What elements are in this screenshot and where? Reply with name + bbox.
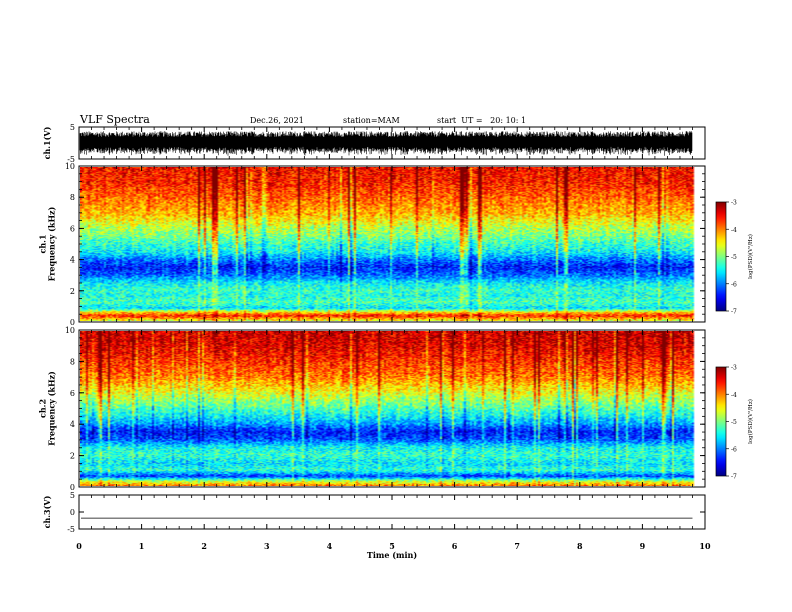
time-tick-label: 6 bbox=[452, 541, 458, 551]
ch2-spectrogram-image bbox=[80, 331, 704, 486]
ch1-spectrogram-image bbox=[80, 167, 704, 321]
time-tick-label: 8 bbox=[577, 541, 583, 551]
time-tick-label: 3 bbox=[264, 541, 270, 551]
ch2-colorbar: -3 -4 -5 -6 -7 log(PSD)(V²/Hz) bbox=[716, 365, 754, 481]
time-tick-label: 10 bbox=[699, 541, 711, 551]
ch2-colorbar-tick-label: -3 bbox=[731, 365, 737, 372]
ch3-waveform-frame bbox=[79, 495, 705, 529]
ch1-spectrogram-ytick-label: 8 bbox=[70, 193, 75, 202]
ch1-colorbar-bar bbox=[716, 202, 726, 311]
ch2-spectrogram-ylabel: Frequency (kHz) bbox=[47, 371, 57, 446]
ch1-spectrogram-ytick-label: 4 bbox=[70, 256, 75, 265]
ch3-waveform-ytick-label: -5 bbox=[67, 525, 75, 534]
ch3-waveform-ytick-label: 5 bbox=[70, 491, 75, 500]
ch1-waveform-panel: 5-5ch.1(V) bbox=[42, 123, 705, 164]
time-tick-label: 9 bbox=[640, 541, 646, 551]
ch1-colorbar-label: log(PSD)(V²/Hz) bbox=[747, 234, 754, 279]
ch3-waveform-panel: 5 0 -5 ch.3(V) bbox=[42, 491, 705, 534]
ch1-colorbar-tick-label: -4 bbox=[731, 227, 737, 234]
ch1-waveform-ytick-label: 5 bbox=[70, 123, 75, 132]
ch2-spectrogram-ytick-label: 4 bbox=[70, 420, 75, 429]
ch1-colorbar: -3 -4 -5 -6 -7 log(PSD)(V²/Hz) bbox=[716, 200, 754, 316]
ch2-spectrogram-ytick-label: 10 bbox=[65, 326, 75, 335]
ch2-colorbar-label: log(PSD)(V²/Hz) bbox=[747, 399, 754, 444]
time-tick-label: 2 bbox=[201, 541, 207, 551]
ch2-spectrogram-ytick-label: 2 bbox=[70, 452, 75, 461]
ch1-colorbar-tick-label: -3 bbox=[731, 200, 737, 207]
ch1-spectrogram-ytick-label: 10 bbox=[65, 162, 75, 171]
ch2-colorbar-tick-label: -6 bbox=[731, 446, 737, 453]
ch3-waveform-ylabel: ch.3(V) bbox=[42, 495, 52, 528]
time-axis-label: Time (min) bbox=[367, 550, 417, 560]
start-time-label: start UT = 20: 10: 1 bbox=[437, 116, 526, 125]
time-tick-label: 7 bbox=[514, 541, 520, 551]
station-label: station=MAM bbox=[343, 116, 400, 125]
time-tick-label: 0 bbox=[76, 541, 82, 551]
date-label: Dec.26, 2021 bbox=[250, 116, 304, 125]
ch2-spectrogram-ytick-label: 8 bbox=[70, 357, 75, 366]
ch2-colorbar-tick-label: -4 bbox=[731, 392, 737, 399]
ch1-waveform-trace bbox=[80, 131, 692, 156]
ch2-spectrogram-ytick-label: 6 bbox=[70, 389, 75, 398]
ch1-colorbar-tick-label: -5 bbox=[731, 254, 737, 261]
ch1-spectrogram-ytick-label: 6 bbox=[70, 224, 75, 233]
ch1-waveform-ylabel: ch.1(V) bbox=[42, 126, 52, 159]
ch1-spectrogram-ylabel: Frequency (kHz) bbox=[47, 206, 57, 281]
ch2-colorbar-tick-label: -5 bbox=[731, 419, 737, 426]
ch2-colorbar-bar bbox=[716, 367, 726, 476]
figure-title: VLF Spectra bbox=[79, 113, 150, 126]
ch2-colorbar-tick-label: -7 bbox=[731, 474, 737, 481]
ch1-colorbar-tick-label: -7 bbox=[731, 309, 737, 316]
ch1-spectrogram-ytick-label: 2 bbox=[70, 287, 75, 296]
time-tick-label: 4 bbox=[327, 541, 333, 551]
ch1-colorbar-tick-label: -6 bbox=[731, 281, 737, 288]
ch3-waveform-ytick-label: 0 bbox=[70, 508, 75, 517]
time-tick-label: 1 bbox=[139, 541, 145, 551]
